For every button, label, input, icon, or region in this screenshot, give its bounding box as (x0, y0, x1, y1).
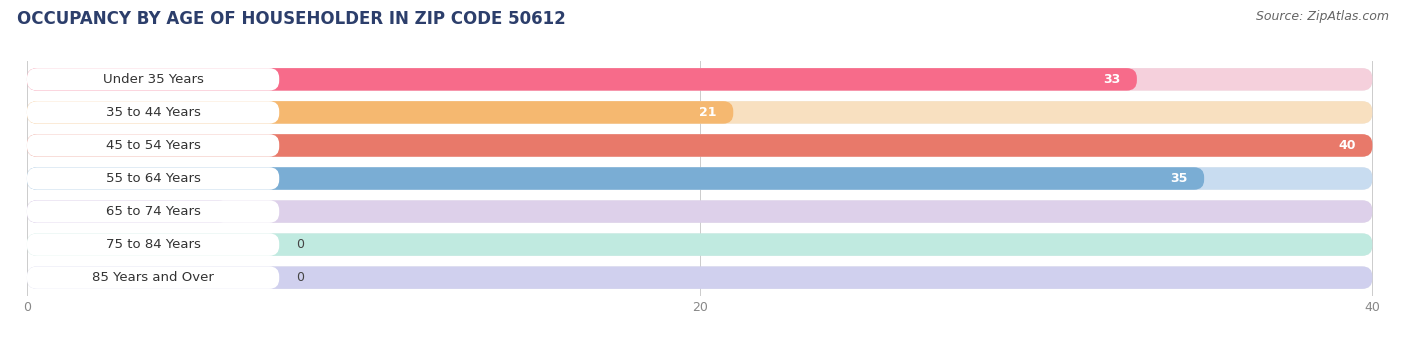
FancyBboxPatch shape (27, 101, 1372, 124)
Text: Under 35 Years: Under 35 Years (103, 73, 204, 86)
FancyBboxPatch shape (27, 167, 1204, 190)
Text: 33: 33 (1102, 73, 1121, 86)
Text: 35 to 44 Years: 35 to 44 Years (105, 106, 201, 119)
Text: 6: 6 (204, 205, 212, 218)
FancyBboxPatch shape (27, 134, 280, 157)
FancyBboxPatch shape (27, 267, 1372, 289)
FancyBboxPatch shape (27, 233, 280, 256)
FancyBboxPatch shape (27, 167, 1372, 190)
FancyBboxPatch shape (27, 101, 280, 124)
Text: 55 to 64 Years: 55 to 64 Years (105, 172, 201, 185)
Text: 21: 21 (699, 106, 717, 119)
Text: 40: 40 (1339, 139, 1355, 152)
Text: 0: 0 (297, 238, 304, 251)
Text: 65 to 74 Years: 65 to 74 Years (105, 205, 201, 218)
FancyBboxPatch shape (27, 68, 280, 90)
FancyBboxPatch shape (27, 167, 1372, 190)
FancyBboxPatch shape (27, 134, 1372, 157)
FancyBboxPatch shape (27, 267, 1372, 289)
FancyBboxPatch shape (27, 68, 1372, 90)
FancyBboxPatch shape (27, 68, 1137, 90)
FancyBboxPatch shape (27, 200, 1372, 223)
FancyBboxPatch shape (27, 200, 280, 223)
Text: OCCUPANCY BY AGE OF HOUSEHOLDER IN ZIP CODE 50612: OCCUPANCY BY AGE OF HOUSEHOLDER IN ZIP C… (17, 10, 565, 28)
FancyBboxPatch shape (27, 101, 1372, 124)
Text: Source: ZipAtlas.com: Source: ZipAtlas.com (1256, 10, 1389, 23)
Text: 0: 0 (297, 271, 304, 284)
Text: 75 to 84 Years: 75 to 84 Years (105, 238, 201, 251)
FancyBboxPatch shape (27, 167, 280, 190)
FancyBboxPatch shape (27, 233, 1372, 256)
FancyBboxPatch shape (27, 267, 280, 289)
FancyBboxPatch shape (27, 233, 1372, 256)
Text: 45 to 54 Years: 45 to 54 Years (105, 139, 201, 152)
FancyBboxPatch shape (27, 200, 229, 223)
FancyBboxPatch shape (27, 101, 734, 124)
FancyBboxPatch shape (27, 200, 1372, 223)
Text: 85 Years and Over: 85 Years and Over (93, 271, 214, 284)
FancyBboxPatch shape (27, 134, 1372, 157)
FancyBboxPatch shape (27, 134, 1372, 157)
Text: 35: 35 (1170, 172, 1187, 185)
FancyBboxPatch shape (27, 68, 1372, 90)
